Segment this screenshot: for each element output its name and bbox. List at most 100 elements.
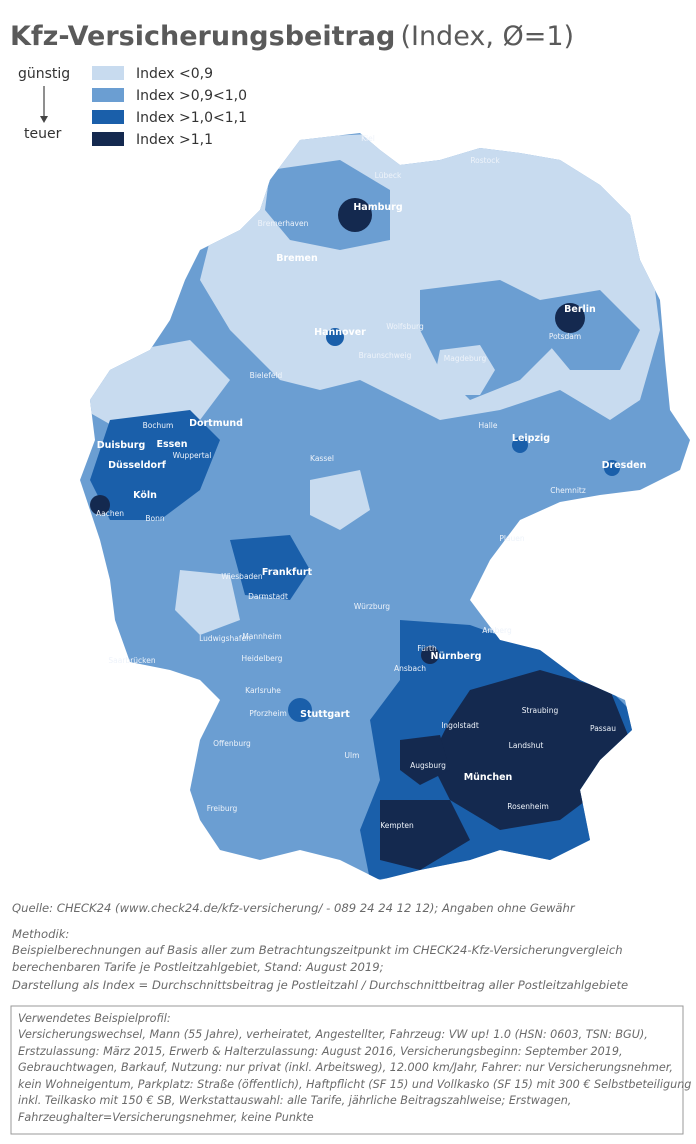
legend-swatch bbox=[92, 132, 124, 146]
city-label: Berlin bbox=[564, 304, 596, 315]
city-label: Kiel bbox=[361, 134, 375, 143]
city-label: Landshut bbox=[509, 741, 544, 750]
legend-swatch bbox=[92, 110, 124, 124]
city-label: Rosenheim bbox=[507, 802, 549, 811]
method-line: Darstellung als Index = Durchschnittsbei… bbox=[12, 978, 628, 992]
city-label: Wuppertal bbox=[173, 451, 212, 460]
city-label: Dortmund bbox=[189, 418, 243, 429]
city-label: Karlsruhe bbox=[245, 686, 281, 695]
header: Kfz-Versicherungsbeitrag (Index, Ø=1) bbox=[10, 21, 574, 52]
region bbox=[604, 460, 620, 476]
map bbox=[80, 133, 690, 880]
city-label: Ansbach bbox=[394, 664, 426, 673]
city-label: Darmstadt bbox=[248, 592, 288, 601]
city-label: Chemnitz bbox=[550, 486, 586, 495]
city-label: Würzburg bbox=[354, 602, 390, 611]
city-label: München bbox=[464, 772, 513, 783]
city-label: Saarbrücken bbox=[108, 656, 155, 665]
region bbox=[175, 570, 240, 635]
city-label: Leipzig bbox=[512, 433, 550, 444]
legend-swatch bbox=[92, 88, 124, 102]
city-label: Bremerhaven bbox=[258, 219, 309, 228]
city-label: Lübeck bbox=[375, 171, 402, 180]
region bbox=[338, 198, 372, 232]
city-label: Essen bbox=[156, 439, 187, 450]
city-label: Wolfsburg bbox=[386, 322, 424, 331]
city-labels: Hamburg Bremen Hannover Berlin DortmundEsse… bbox=[96, 134, 647, 830]
legend-low: günstig bbox=[18, 66, 70, 82]
city-label: Kempten bbox=[380, 821, 414, 830]
profile-box bbox=[10, 1005, 684, 1135]
legend-high: teuer bbox=[24, 126, 62, 142]
city-label: Halle bbox=[478, 421, 497, 430]
city-label: Bielefeld bbox=[250, 371, 283, 380]
city-label: Ulm bbox=[345, 751, 360, 760]
city-label: Augsburg bbox=[410, 761, 446, 770]
city-label: Straubing bbox=[522, 706, 559, 715]
title-main: Kfz-Versicherungsbeitrag bbox=[10, 21, 395, 52]
city-label: Ludwigshafen bbox=[199, 634, 251, 643]
method-line: berechenbaren Tarife je Postleitzahlgebi… bbox=[12, 960, 384, 974]
city-label: Plauen bbox=[499, 534, 525, 543]
city-label: Düsseldorf bbox=[108, 460, 167, 471]
city-label: Bremen bbox=[276, 253, 318, 264]
profile-line: inkl. Teilkasko mit 150 € SB, Werkstatta… bbox=[18, 1094, 571, 1107]
city-label: Rostock bbox=[470, 156, 500, 165]
city-label: Heidelberg bbox=[242, 654, 283, 663]
city-label: Bonn bbox=[145, 514, 164, 523]
legend: günstig teuer Index <0,9 Index >0,9<1,0 … bbox=[18, 66, 247, 148]
legend-label: Index <0,9 bbox=[136, 66, 213, 82]
region bbox=[90, 495, 110, 515]
city-label: Nürnberg bbox=[431, 651, 482, 662]
method-line: Beispielberechnungen auf Basis aller zum… bbox=[12, 943, 623, 957]
region bbox=[430, 670, 630, 830]
region bbox=[230, 535, 310, 600]
city-label: Frankfurt bbox=[262, 567, 313, 578]
legend-label: Index >1,1 bbox=[136, 132, 213, 148]
region bbox=[90, 410, 220, 520]
city-label: Köln bbox=[133, 490, 157, 501]
city-label: Duisburg bbox=[97, 440, 146, 451]
city-label: Aachen bbox=[96, 509, 124, 518]
method-heading: Methodik: bbox=[12, 927, 69, 941]
region bbox=[400, 735, 450, 785]
profile-heading: Verwendetes Beispielprofil: bbox=[18, 1012, 171, 1025]
footer: Quelle: CHECK24 (www.check24.de/kfz-vers… bbox=[10, 901, 691, 1135]
profile-line: Erstzulassung: März 2015, Erwerb & Halte… bbox=[18, 1045, 623, 1058]
legend-swatch bbox=[92, 66, 124, 80]
city-label: Pforzheim bbox=[249, 709, 287, 718]
legend-label: Index >0,9<1,0 bbox=[136, 88, 247, 104]
region bbox=[380, 800, 470, 870]
region bbox=[435, 345, 495, 395]
profile-line: Fahrzeughalter=Versicherungsnehmer, kein… bbox=[18, 1111, 314, 1124]
city-label: Freiburg bbox=[207, 804, 238, 813]
region bbox=[288, 698, 312, 722]
city-label: Bochum bbox=[143, 421, 174, 430]
city-label: Offenburg bbox=[213, 739, 251, 748]
region bbox=[326, 328, 344, 346]
title-sub: (Index, Ø=1) bbox=[400, 21, 574, 52]
title: Kfz-Versicherungsbeitrag (Index, Ø=1) bbox=[10, 21, 574, 52]
city-label: Dresden bbox=[602, 460, 647, 471]
city-label: Ingolstadt bbox=[441, 721, 479, 730]
city-label: Amberg bbox=[482, 626, 512, 635]
city-label: Hamburg bbox=[353, 202, 402, 213]
city-label: Magdeburg bbox=[444, 354, 487, 363]
city-label: Braunschweig bbox=[359, 351, 412, 360]
city-label: Hannover bbox=[314, 327, 366, 338]
city-label: Kassel bbox=[310, 454, 334, 463]
region bbox=[310, 470, 370, 530]
city-label: Fürth bbox=[417, 644, 437, 653]
region bbox=[555, 303, 585, 333]
city-label: Mannheim bbox=[242, 632, 281, 641]
profile-line: Gebrauchtwagen, Barkauf, Nutzung: nur pr… bbox=[18, 1061, 673, 1074]
legend-arrowhead bbox=[40, 116, 48, 123]
city-label: Stuttgart bbox=[300, 709, 350, 720]
profile-line: Versicherungswechsel, Mann (55 Jahre), v… bbox=[18, 1028, 648, 1041]
profile-line: kein Wohneigentum, Parkplatz: Straße (öf… bbox=[18, 1078, 691, 1091]
legend-label: Index >1,0<1,1 bbox=[136, 110, 247, 126]
city-label: Wiesbaden bbox=[221, 572, 263, 581]
